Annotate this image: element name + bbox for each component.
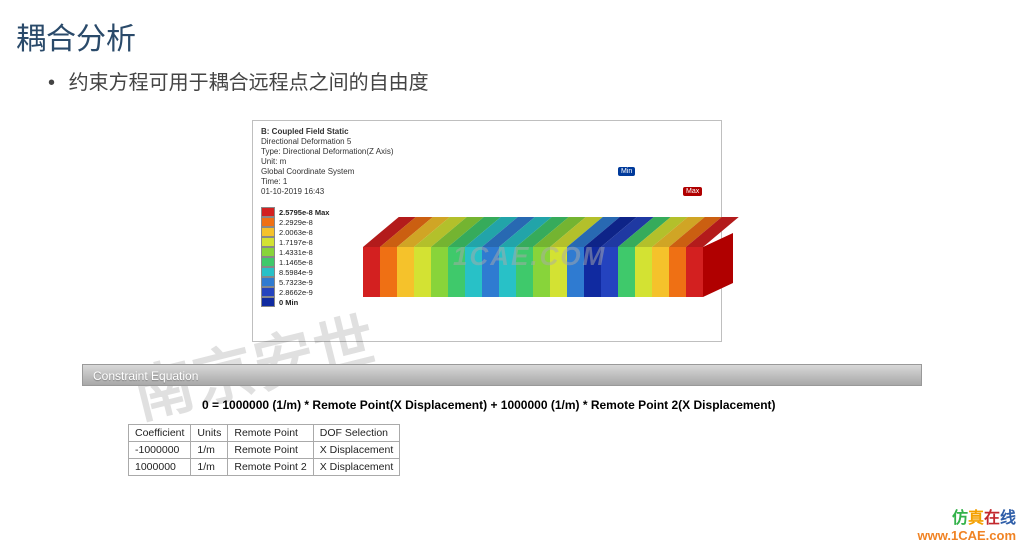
footer-url: www.1CAE.com xyxy=(918,528,1016,543)
legend-row: 2.0063e-8 xyxy=(261,227,329,237)
sim-info-block: B: Coupled Field Static Directional Defo… xyxy=(261,127,394,197)
table-header: Remote Point xyxy=(228,425,313,442)
simulation-panel: B: Coupled Field Static Directional Defo… xyxy=(252,120,722,342)
legend-swatch xyxy=(261,217,275,227)
legend-label: 1.4331e-8 xyxy=(279,248,313,257)
legend-row: 2.8662e-9 xyxy=(261,287,329,297)
bar-segment xyxy=(635,247,652,297)
color-legend: 2.5795e-8 Max2.2929e-82.0063e-81.7197e-8… xyxy=(261,207,329,307)
table-cell: 1/m xyxy=(191,459,228,476)
bullet-text: 约束方程可用于耦合远程点之间的自由度 xyxy=(69,72,429,94)
bar-segment xyxy=(669,247,686,297)
bar-segment xyxy=(397,247,414,297)
legend-label: 8.5984e-9 xyxy=(279,268,313,277)
legend-row: 5.7323e-9 xyxy=(261,277,329,287)
legend-swatch xyxy=(261,237,275,247)
legend-row: 1.1465e-8 xyxy=(261,257,329,267)
sim-line: Directional Deformation 5 xyxy=(261,137,394,147)
legend-label: 5.7323e-9 xyxy=(279,278,313,287)
legend-row: 1.7197e-8 xyxy=(261,237,329,247)
legend-label: 1.7197e-8 xyxy=(279,238,313,247)
bar-segment xyxy=(414,247,431,297)
footer-char: 真 xyxy=(968,510,984,527)
legend-label: 2.0063e-8 xyxy=(279,228,313,237)
table-row: -10000001/mRemote PointX Displacement xyxy=(129,442,400,459)
table-row: 10000001/mRemote Point 2X Displacement xyxy=(129,459,400,476)
bar-segment xyxy=(618,247,635,297)
max-tag: Max xyxy=(683,187,702,196)
legend-swatch xyxy=(261,227,275,237)
footer-char: 仿 xyxy=(952,510,968,527)
footer-cn: 仿真在线 xyxy=(918,504,1016,528)
legend-label: 2.2929e-8 xyxy=(279,218,313,227)
legend-swatch xyxy=(261,297,275,307)
bar-segment xyxy=(686,247,703,297)
table-header: Coefficient xyxy=(129,425,191,442)
table-cell: X Displacement xyxy=(313,442,400,459)
legend-swatch xyxy=(261,207,275,217)
bar-segment xyxy=(652,247,669,297)
table-header: Units xyxy=(191,425,228,442)
legend-swatch xyxy=(261,247,275,257)
sim-line: 01-10-2019 16:43 xyxy=(261,187,394,197)
bullet-line: • 约束方程可用于耦合远程点之间的自由度 xyxy=(48,66,429,95)
sim-line: Global Coordinate System xyxy=(261,167,394,177)
table-cell: X Displacement xyxy=(313,459,400,476)
page-title: 耦合分析 xyxy=(16,14,136,58)
legend-swatch xyxy=(261,267,275,277)
footer-char: 在 xyxy=(984,510,1000,527)
table-cell: Remote Point xyxy=(228,442,313,459)
constraint-table: CoefficientUnitsRemote PointDOF Selectio… xyxy=(128,424,400,476)
sim-line: Unit: m xyxy=(261,157,394,167)
sim-heading: B: Coupled Field Static xyxy=(261,127,394,137)
bar-segment xyxy=(431,247,448,297)
legend-swatch xyxy=(261,257,275,267)
sim-line: Type: Directional Deformation(Z Axis) xyxy=(261,147,394,157)
legend-row: 8.5984e-9 xyxy=(261,267,329,277)
legend-swatch xyxy=(261,277,275,287)
min-tag: Min xyxy=(618,167,635,176)
table-cell: Remote Point 2 xyxy=(228,459,313,476)
constraint-titlebar: Constraint Equation xyxy=(82,364,922,386)
bar-segment xyxy=(363,247,380,297)
table-cell: -1000000 xyxy=(129,442,191,459)
table-cell: 1/m xyxy=(191,442,228,459)
footer-char: 线 xyxy=(1000,510,1016,527)
bar-segment xyxy=(380,247,397,297)
legend-row: 0 Min xyxy=(261,297,329,307)
legend-swatch xyxy=(261,287,275,297)
legend-label: 0 Min xyxy=(279,298,298,307)
legend-row: 1.4331e-8 xyxy=(261,247,329,257)
sim-line: Time: 1 xyxy=(261,177,394,187)
legend-row: 2.2929e-8 xyxy=(261,217,329,227)
table-cell: 1000000 xyxy=(129,459,191,476)
panel-watermark: 1CAE.COM xyxy=(453,241,606,272)
legend-row: 2.5795e-8 Max xyxy=(261,207,329,217)
legend-label: 1.1465e-8 xyxy=(279,258,313,267)
constraint-equation: 0 = 1000000 (1/m) * Remote Point(X Displ… xyxy=(202,398,776,412)
legend-label: 2.8662e-9 xyxy=(279,288,313,297)
legend-label: 2.5795e-8 Max xyxy=(279,208,329,217)
bullet-dot: • xyxy=(48,72,55,94)
footer-watermark: 仿真在线 www.1CAE.com xyxy=(918,504,1016,543)
table-header: DOF Selection xyxy=(313,425,400,442)
